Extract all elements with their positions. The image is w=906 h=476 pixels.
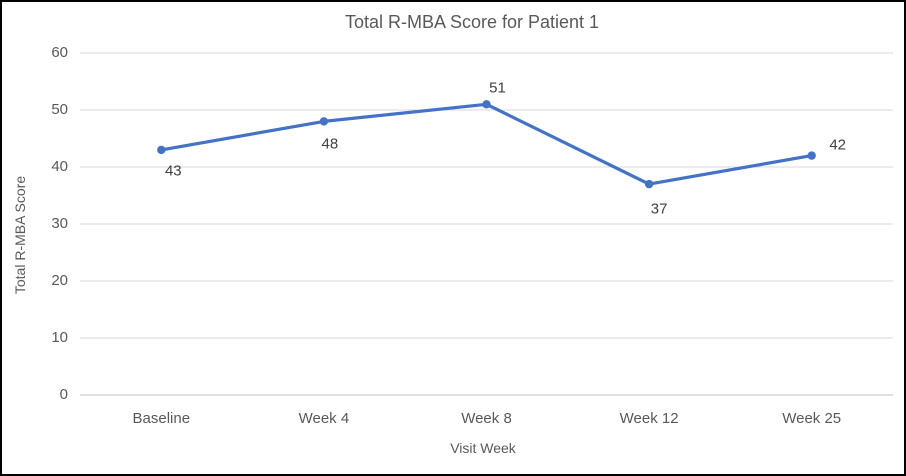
x-tick-label: Week 12 — [619, 410, 679, 427]
series-line — [159, 102, 814, 186]
chart-title: Total R-MBA Score for Patient 1 — [344, 12, 600, 32]
y-tick-label: 10 — [51, 329, 68, 346]
data-point-marker — [644, 179, 654, 189]
x-tick-label: Week 4 — [298, 410, 350, 427]
x-tick-label: Week 25 — [782, 410, 842, 427]
y-tick-label: 40 — [51, 158, 68, 175]
data-point-marker — [807, 151, 816, 160]
data-label: 48 — [321, 135, 339, 153]
x-tick-label: Week 8 — [461, 410, 512, 427]
data-label: 37 — [650, 200, 668, 218]
data-point-marker — [319, 117, 329, 126]
y-tick-label: 60 — [51, 44, 68, 61]
x-axis-title: Visit Week — [450, 440, 516, 456]
data-label: 42 — [829, 136, 847, 154]
y-tick-label: 20 — [51, 272, 68, 289]
data-label: 51 — [489, 79, 506, 97]
x-tick-label: Baseline — [132, 410, 191, 427]
y-tick-label: 0 — [59, 386, 68, 403]
y-axis-title: Total R-MBA Score — [12, 175, 28, 295]
y-tick-label: 50 — [51, 101, 68, 118]
data-point-marker — [157, 145, 166, 155]
data-point-marker — [482, 100, 491, 109]
y-tick-label: 30 — [51, 215, 68, 232]
data-label: 43 — [164, 162, 182, 180]
